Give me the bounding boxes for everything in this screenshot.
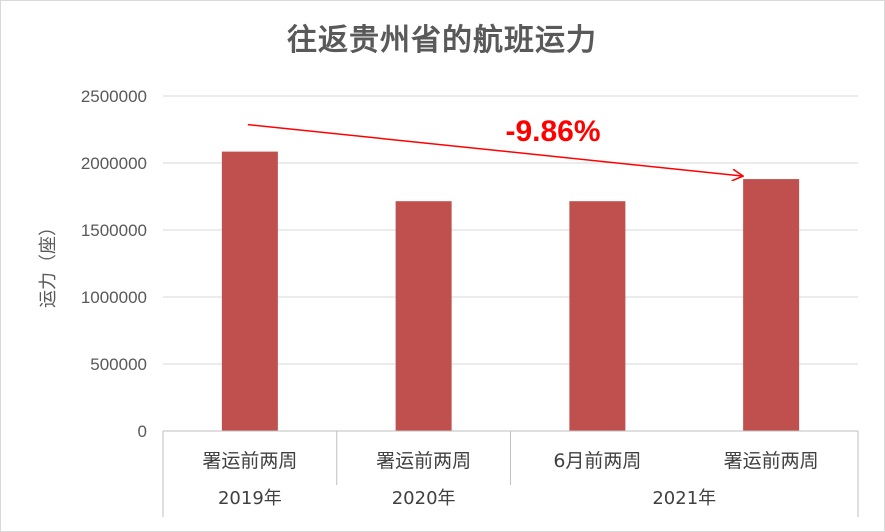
group-label: 2019年 — [218, 488, 282, 509]
y-tick-label: 2000000 — [81, 154, 147, 173]
y-tick-label: 1500000 — [81, 221, 147, 240]
category-label: 6月前两周 — [553, 450, 641, 472]
bar — [743, 179, 800, 431]
category-label: 署运前两周 — [202, 450, 297, 472]
group-label: 2021年 — [652, 488, 716, 509]
bar — [221, 151, 278, 432]
y-tick-label: 0 — [138, 422, 147, 441]
bar — [569, 201, 626, 431]
group-label: 2020年 — [392, 488, 456, 509]
trend-arrow — [247, 123, 743, 176]
y-tick-label: 500000 — [90, 355, 147, 374]
y-tick-label: 1000000 — [81, 288, 147, 307]
change-annotation: -9.86% — [505, 115, 600, 148]
bar — [395, 201, 452, 431]
category-label: 署运前两周 — [376, 450, 471, 472]
category-label: 署运前两周 — [724, 450, 819, 472]
y-tick-label: 2500000 — [81, 87, 147, 106]
y-axis-label: 运力（座） — [38, 218, 59, 308]
chart-title: 往返贵州省的航班运力 — [287, 23, 597, 58]
